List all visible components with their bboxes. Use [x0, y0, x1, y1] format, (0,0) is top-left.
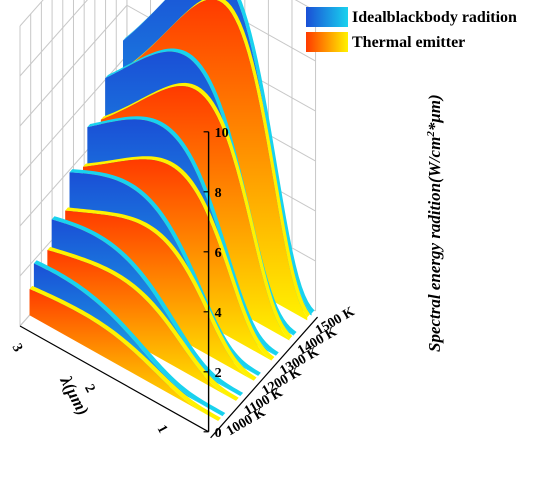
- emitter-slice-1200k-top: [65, 207, 257, 381]
- data-slices: [29, 0, 315, 422]
- emitter-slice-1100k: [47, 249, 236, 401]
- z-tick-label: 4: [215, 306, 222, 321]
- z-axis-title-units-end: *μm): [425, 94, 444, 131]
- legend-swatch-emitter: [306, 32, 348, 52]
- z-tick-label: 0: [215, 426, 222, 441]
- z-tick-label: 6: [215, 246, 222, 261]
- wavelength-tick-label: 3: [9, 341, 26, 354]
- z-tick-label: 10: [215, 126, 229, 141]
- legend-label-emitter: Thermal emitter: [352, 34, 465, 51]
- z-tick-label: 2: [215, 366, 222, 381]
- emitter-slice-1000k-top: [29, 285, 221, 422]
- legend: Idealblackbody radition Thermal emitter: [306, 7, 517, 52]
- z-axis-title-text: Spectral energy radition: [425, 183, 444, 352]
- grid-line: [19, 0, 44, 27]
- emitter-slice-1100k-top: [47, 246, 239, 401]
- emitter-slice-1500k-top: [118, 0, 311, 318]
- z-axis-title: Spectral energy radition(W/cm2*μm): [425, 94, 444, 352]
- legend-label-blackbody: Idealblackbody radition: [352, 9, 517, 26]
- wavelength-tick-label: 1: [154, 423, 171, 436]
- x-axis-title: λ(μm): [56, 372, 93, 418]
- wavelength-axis-line: [19, 325, 209, 433]
- z-tick-label: 8: [215, 186, 222, 201]
- emitter-slice-1000k: [29, 289, 219, 422]
- z-axis-title-units: (W/cm: [425, 137, 444, 183]
- z-axis-title-sup: 2: [425, 131, 437, 138]
- blackbody-slice-1000k: [33, 263, 223, 417]
- emitter-slice-1300k-top: [83, 156, 275, 361]
- legend-swatch-blackbody: [306, 7, 348, 27]
- temperature-axis-line: [210, 316, 318, 439]
- svg-text:Spectral energy radition(W/cm2: Spectral energy radition(W/cm2*μm): [425, 94, 444, 352]
